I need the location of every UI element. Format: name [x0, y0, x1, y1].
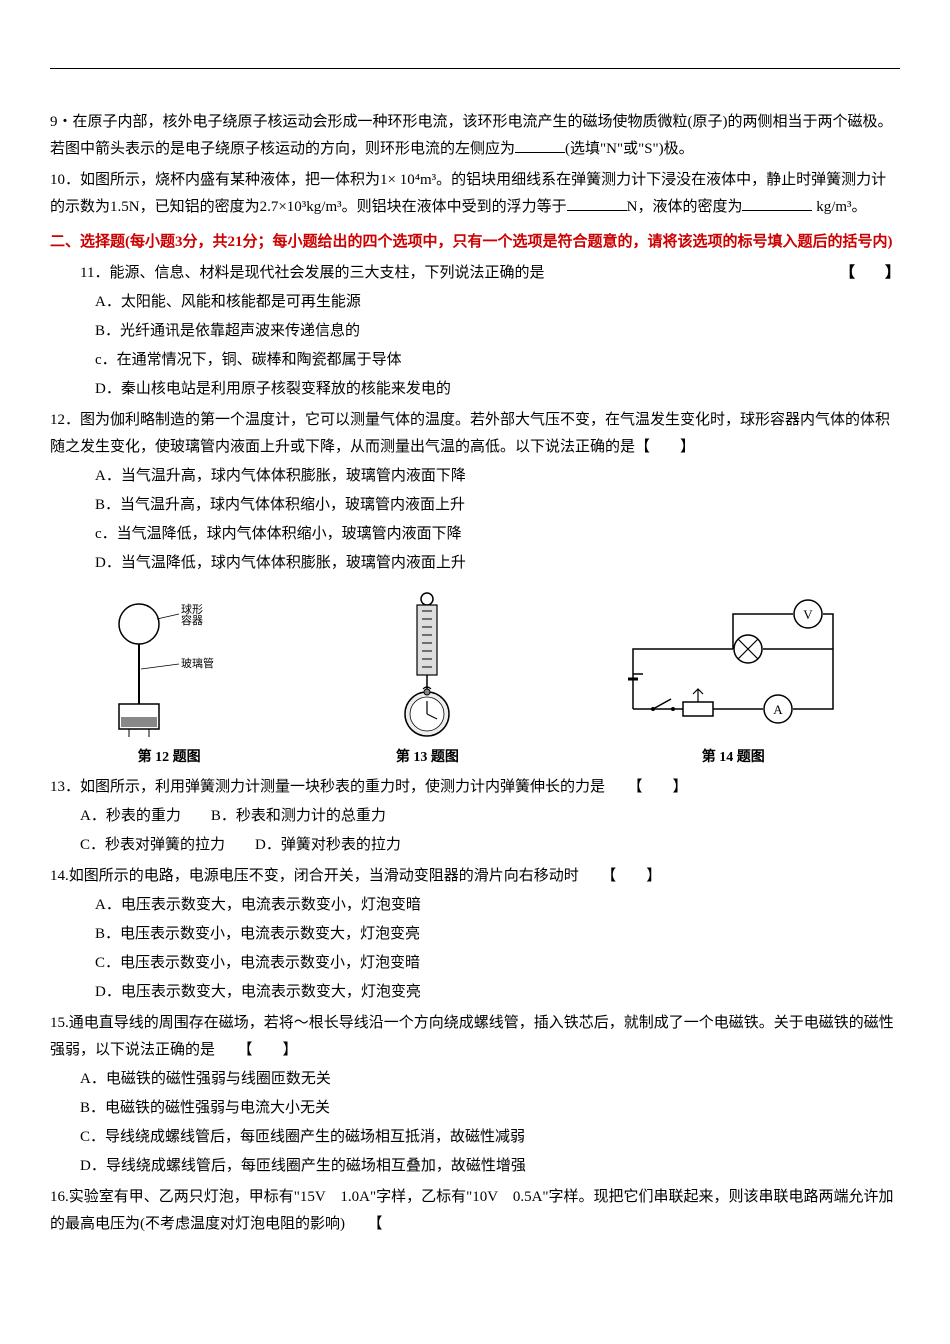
- question-12-stem: 12．图为伽利略制造的第一个温度计，它可以测量气体的温度。若外部大气压不变，在气…: [50, 407, 900, 461]
- q9-blank: [515, 137, 565, 153]
- question-11-stem: 11．能源、信息、材料是现代社会发展的三大支柱，下列说法正确的是 【 】: [50, 260, 900, 287]
- figure-13: 第 13 题图: [308, 589, 546, 770]
- voltmeter-label: V: [804, 607, 814, 622]
- question-16-stem: 16.实验室有甲、乙两只灯泡，甲标有"15V 1.0A"字样，乙标有"10V 0…: [50, 1184, 900, 1238]
- svg-text:容器: 容器: [181, 613, 203, 627]
- q10-text-b: N，液体的密度为: [627, 199, 743, 215]
- top-rule: [50, 68, 900, 69]
- q12-option-d: D．当气温降低，球内气体体积膨胀，玻璃管内液面上升: [50, 550, 900, 577]
- q12-option-b: B．当气温升高，球内气体体积缩小，玻璃管内液面上升: [50, 492, 900, 519]
- q13-options-ab: A．秒表的重力 B．秒表和测力计的总重力: [50, 803, 900, 830]
- figure-14: V A 第 14 题图: [566, 599, 900, 770]
- figure-13-caption: 第 13 题图: [308, 745, 546, 770]
- q11-stem-text: 11．能源、信息、材料是现代社会发展的三大支柱，下列说法正确的是: [80, 265, 544, 281]
- q11-option-b: B．光纤通讯是依靠超声波来传递信息的: [50, 318, 900, 345]
- figures-row: 球形 容器 玻璃管 第 12 题图 第 13 题图: [50, 589, 900, 770]
- q14-option-d: D．电压表示数变大，电流表示数变大，灯泡变亮: [50, 979, 900, 1006]
- question-10: 10．如图所示，烧杯内盛有某种液体，把一体积为1× 10⁴m³。的铝块用细线系在…: [50, 167, 900, 221]
- q11-option-c: c．在通常情况下，铜、碳棒和陶瓷都属于导体: [50, 347, 900, 374]
- q15-option-c: C．导线绕成螺线管后，每匝线圈产生的磁场相互抵消，故磁性减弱: [50, 1124, 900, 1151]
- q12-option-a: A．当气温升高，球内气体体积膨胀，玻璃管内液面下降: [50, 463, 900, 490]
- q9-text-b: (选填"N"或"S")极。: [565, 141, 694, 157]
- figure-14-caption: 第 14 题图: [566, 745, 900, 770]
- thermometer-icon: 球形 容器 玻璃管: [99, 599, 239, 739]
- question-13-stem: 13．如图所示，利用弹簧测力计测量一块秒表的重力时，使测力计内弹簧伸长的力是 【…: [50, 774, 900, 801]
- q14-option-b: B．电压表示数变小，电流表示数变大，灯泡变亮: [50, 921, 900, 948]
- spring-scale-icon: [367, 589, 487, 739]
- q15-option-a: A．电磁铁的磁性强弱与线圈匝数无关: [50, 1066, 900, 1093]
- q10-blank-1: [567, 195, 627, 211]
- label-ball-container: 球形: [181, 602, 203, 616]
- q11-option-d: D．秦山核电站是利用原子核裂变释放的核能来发电的: [50, 376, 900, 403]
- section-2-title: 二、选择题(每小题3分，共21分；每小题给出的四个选项中，只有一个选项是符合题意…: [50, 229, 900, 256]
- question-14-stem: 14.如图所示的电路，电源电压不变，闭合开关，当滑动变阻器的滑片向右移动时 【 …: [50, 863, 900, 890]
- figure-12-caption: 第 12 题图: [50, 745, 288, 770]
- q15-option-b: B．电磁铁的磁性强弱与电流大小无关: [50, 1095, 900, 1122]
- circuit-icon: V A: [613, 599, 853, 739]
- q11-bracket: 【 】: [840, 260, 900, 287]
- label-glass-tube: 玻璃管: [181, 656, 214, 670]
- figure-12: 球形 容器 玻璃管 第 12 题图: [50, 599, 288, 770]
- q14-option-c: C．电压表示数变小，电流表示数变小，灯泡变暗: [50, 950, 900, 977]
- q11-option-a: A．太阳能、风能和核能都是可再生能源: [50, 289, 900, 316]
- q10-text-c: kg/m³。: [812, 199, 866, 215]
- q13-options-cd: C．秒表对弹簧的拉力 D．弹簧对秒表的拉力: [50, 832, 900, 859]
- q14-option-a: A．电压表示数变大，电流表示数变小，灯泡变暗: [50, 892, 900, 919]
- q15-option-d: D．导线绕成螺线管后，每匝线圈产生的磁场相互叠加，故磁性增强: [50, 1153, 900, 1180]
- question-9: 9・在原子内部，核外电子绕原子核运动会形成一种环形电流，该环形电流产生的磁场使物…: [50, 109, 900, 163]
- q12-option-c: c．当气温降低，球内气体体积缩小，玻璃管内液面下降: [50, 521, 900, 548]
- q9-text-a: 9・在原子内部，核外电子绕原子核运动会形成一种环形电流，该环形电流产生的磁场使物…: [50, 114, 893, 157]
- ammeter-label: A: [774, 702, 784, 717]
- q10-blank-2: [742, 195, 812, 211]
- question-15-stem: 15.通电直导线的周围存在磁场，若将～根长导线沿一个方向绕成螺线管，插入铁芯后，…: [50, 1010, 900, 1064]
